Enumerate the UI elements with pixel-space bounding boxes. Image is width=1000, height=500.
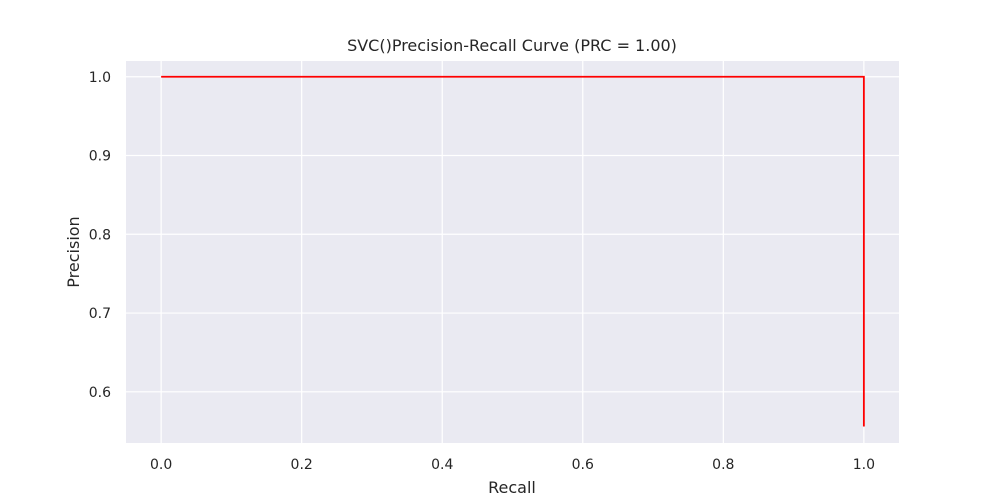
- y-tick-label: 0.8: [89, 227, 111, 243]
- x-tick-label: 0.2: [291, 457, 313, 473]
- y-ticks: 0.6 0.7 0.8 0.9 1.0: [89, 70, 111, 401]
- x-tick-label: 0.4: [431, 457, 453, 473]
- y-tick-label: 1.0: [89, 70, 111, 86]
- x-tick-label: 0.8: [712, 457, 734, 473]
- y-tick-label: 0.9: [89, 149, 111, 165]
- precision-recall-line: [161, 75, 865, 427]
- y-tick-label: 0.6: [89, 385, 111, 401]
- y-axis-label: Precision: [64, 216, 83, 287]
- y-tick-label: 0.7: [89, 306, 111, 322]
- x-tick-label: 1.0: [853, 457, 875, 473]
- plot-area: [126, 61, 899, 443]
- x-axis-label: Recall: [488, 478, 536, 497]
- x-tick-label: 0.6: [572, 457, 594, 473]
- chart-title: SVC()Precision-Recall Curve (PRC = 1.00): [347, 36, 677, 55]
- x-ticks: 0.0 0.2 0.4 0.6 0.8 1.0: [150, 457, 875, 473]
- x-tick-label: 0.0: [150, 457, 172, 473]
- series-layer: [161, 75, 865, 427]
